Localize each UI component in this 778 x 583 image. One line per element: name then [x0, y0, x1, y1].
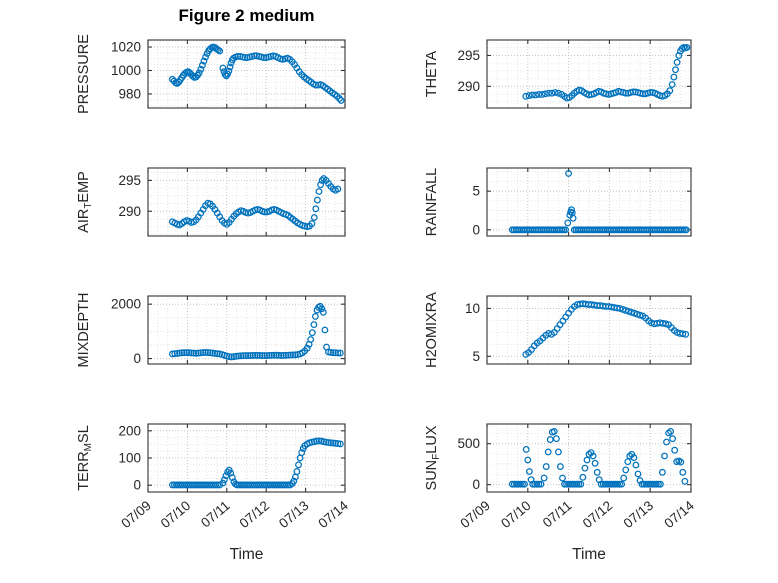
xlabel-left: Time	[229, 546, 264, 563]
subplot-theta: 290 295 THETA	[424, 39, 692, 109]
ylabel-terr-msl: TERRMSL	[76, 425, 94, 491]
ytick-label: 100	[118, 451, 141, 466]
data-markers	[508, 427, 689, 488]
ylabel-pressure: PRESSURE	[76, 34, 92, 114]
xtick-label: 07/14	[315, 498, 351, 532]
ylabel-air-temp: AIRTEMP	[76, 171, 94, 233]
ytick-label: 200	[118, 423, 141, 438]
data-markers	[168, 302, 344, 361]
subplot-rainfall: 0 5 RAINFALL	[424, 167, 692, 237]
ytick-label: 1000	[111, 63, 141, 78]
axes-box	[147, 295, 346, 365]
xtick-label: 07/11	[540, 498, 575, 531]
figure-title: Figure 2 medium	[178, 6, 315, 25]
ylabel-sun-flux: SUNFLUX	[424, 425, 442, 490]
subplot-mixdepth: 0 2000 MIXDEPTH	[76, 293, 346, 368]
axes-box	[147, 39, 346, 109]
ytick-label: 0	[472, 477, 480, 492]
ytick-label: 980	[118, 86, 141, 101]
ylabel-h2omixra: H2OMIXRA	[424, 292, 440, 368]
ytick-label: 0	[133, 478, 141, 493]
xtick-label: 07/12	[580, 498, 616, 531]
xtick-label: 07/10	[498, 498, 534, 531]
subplot-air-temp: 290 295 AIRTEMP	[76, 167, 346, 237]
subplot-pressure: 980 1000 1020 PRESSURE	[76, 34, 346, 114]
ytick-label: 295	[118, 173, 141, 188]
ylabel-rainfall: RAINFALL	[424, 168, 440, 237]
ytick-label: 0	[472, 222, 480, 237]
xtick-label: 07/09	[457, 498, 493, 531]
xtick-label: 07/09	[118, 498, 154, 531]
axes-box	[486, 423, 692, 493]
ytick-label: 290	[118, 204, 141, 219]
ytick-label: 5	[472, 184, 480, 199]
xtick-label: 07/13	[621, 498, 657, 531]
ylabel-theta: THETA	[424, 50, 440, 97]
axes-box	[147, 167, 346, 237]
axes-box	[486, 295, 692, 365]
xtick-label: 07/14	[661, 498, 697, 532]
ytick-label: 1020	[111, 40, 141, 55]
xtick-label: 07/13	[276, 498, 312, 531]
xtick-label: 07/10	[158, 498, 194, 531]
ytick-label: 10	[465, 301, 480, 316]
data-markers	[522, 300, 690, 358]
data-markers	[508, 169, 690, 234]
ytick-label: 290	[457, 79, 480, 94]
xtick-label: 07/11	[198, 498, 233, 531]
ylabel-mixdepth: MIXDEPTH	[76, 293, 92, 368]
ytick-label: 295	[457, 48, 480, 63]
axes-box	[486, 167, 692, 237]
subplot-sun-flux: 0 500 SUNFLUX 07/09 07/10 07/11 07/12 07/13 07/1…	[424, 423, 697, 532]
data-markers	[168, 437, 344, 489]
xlabel-right: Time	[572, 546, 606, 563]
ytick-label: 0	[133, 351, 141, 366]
axes-box	[486, 39, 692, 109]
subplot-h2omixra: 5 10 H2OMIXRA	[424, 292, 692, 368]
xtick-label: 07/12	[237, 498, 273, 531]
data-markers	[168, 43, 345, 104]
ytick-label: 500	[457, 436, 480, 451]
ytick-label: 5	[472, 349, 480, 364]
data-markers	[168, 175, 342, 231]
data-markers	[522, 43, 691, 102]
ytick-label: 2000	[111, 297, 141, 312]
subplot-terr-msl: 0 100 200 TERRMSL 07/09 07/10 07/11 07/12 07/13 0…	[76, 423, 351, 531]
